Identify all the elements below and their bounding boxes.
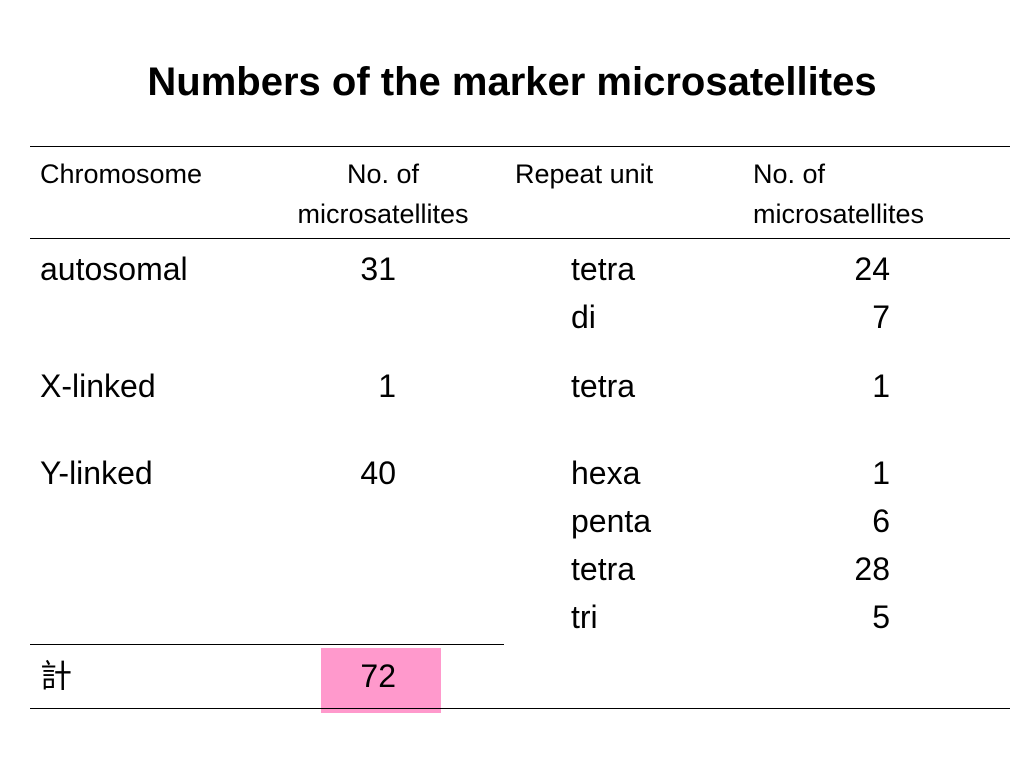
table-row-unit-count: 6 — [872, 503, 890, 539]
table-row-unit: di — [571, 299, 596, 335]
table-row-chromosome: Y-linked — [40, 455, 153, 491]
total-value: 72 — [360, 658, 396, 694]
total-highlight — [321, 648, 441, 713]
table-row-unit-count: 1 — [872, 368, 890, 404]
header-no-of-microsatellites-2-line2: microsatellites — [753, 199, 925, 229]
header-no-of-microsatellites-1-line2: microsatellites — [297, 199, 469, 229]
header-repeat-unit: Repeat unit — [515, 159, 654, 189]
table-row-count: 1 — [378, 368, 396, 404]
table-row-count: 31 — [360, 251, 396, 287]
table-row-unit: tetra — [571, 368, 636, 404]
table-row-unit-count: 7 — [872, 299, 890, 335]
table-row-unit-count: 5 — [872, 599, 890, 635]
total-label: 計 — [40, 658, 73, 694]
page-title: Numbers of the marker microsatellites — [147, 60, 877, 104]
header-no-of-microsatellites-1-line1: No. of — [346, 159, 420, 189]
table-row-unit-count: 28 — [854, 551, 890, 587]
table-row-chromosome: autosomal — [40, 251, 188, 287]
table-row-count: 40 — [360, 455, 396, 491]
table-row-unit-count: 1 — [872, 455, 890, 491]
table-row-unit-count: 24 — [854, 251, 890, 287]
table-row-unit: tetra — [571, 551, 636, 587]
table-row-unit: penta — [571, 503, 652, 539]
table-total-rule — [30, 644, 504, 645]
table-header-rule — [30, 238, 1010, 239]
table-row-unit: tri — [571, 599, 598, 635]
table-row-unit: tetra — [571, 251, 636, 287]
table-row-unit: hexa — [571, 455, 641, 491]
header-chromosome: Chromosome — [40, 159, 203, 189]
table-top-rule — [30, 146, 1010, 147]
header-no-of-microsatellites-2-line1: No. of — [753, 159, 826, 189]
table-row-chromosome: X-linked — [40, 368, 156, 404]
table-bottom-rule — [30, 708, 1010, 709]
